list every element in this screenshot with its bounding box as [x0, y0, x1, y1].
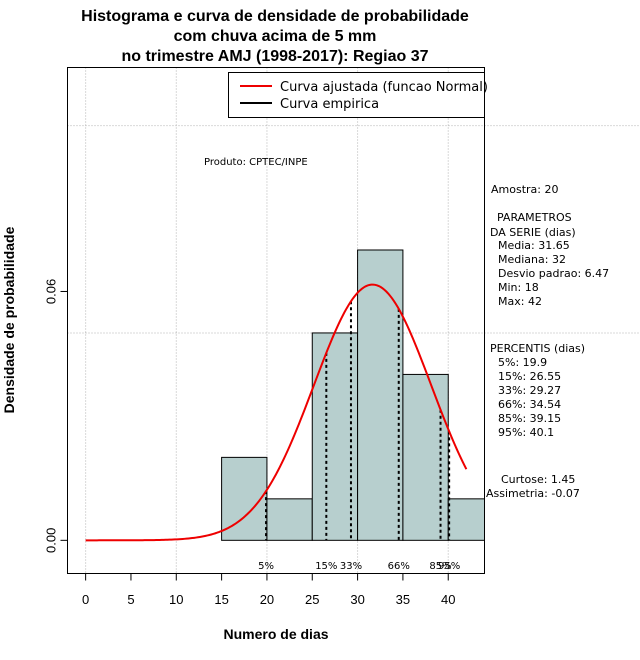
plot-frame — [67, 67, 485, 574]
percentile-label-1: 5% — [258, 561, 274, 572]
curtose: Curtose: 1.45 — [501, 473, 575, 486]
x-tick-label-40: 40 — [441, 592, 455, 607]
percentil-5: 5%: 19.9 — [498, 356, 547, 369]
x-tick-label-35: 35 — [396, 592, 410, 607]
stats-panel: Amostra: 20 PARAMETROS DA SERIE (dias) M… — [486, 183, 609, 500]
produto-annotation: Produto: CPTEC/INPE — [204, 157, 308, 168]
histogram-bar-4 — [357, 249, 404, 541]
percentil-33: 33%: 29.27 — [498, 384, 561, 397]
chart-title-line-3: no trimestre AMJ (1998-2017): Regiao 37 — [121, 48, 428, 65]
params-header-2: DA SERIE (dias) — [490, 226, 576, 239]
x-tick-label-5: 5 — [127, 592, 134, 607]
x-tick-label-15: 15 — [214, 592, 228, 607]
x-tick-label-25: 25 — [305, 592, 319, 607]
legend: Curva ajustada (funcao Normal) Curva emp… — [228, 72, 488, 118]
chart-title-line-1: Histograma e curva de densidade de proba… — [81, 8, 469, 25]
percentile-label-6: 95% — [438, 561, 460, 572]
percentis-header: PERCENTIS (dias) — [490, 342, 585, 355]
y-tick-label-1: 0.06 — [44, 279, 59, 304]
param-mediana: Mediana: 32 — [498, 253, 566, 266]
param-desvio: Desvio padrao: 6.47 — [498, 267, 609, 280]
param-max: Max: 42 — [498, 295, 542, 308]
percentile-label-4: 66% — [388, 561, 410, 572]
legend-label-empirical: Curva empirica — [280, 97, 379, 112]
percentil-66: 66%: 34.54 — [498, 398, 561, 411]
x-tick-label-10: 10 — [169, 592, 183, 607]
param-media: Media: 31.65 — [498, 239, 570, 252]
assimetria: Assimetria: -0.07 — [486, 487, 580, 500]
x-tick-label-30: 30 — [350, 592, 364, 607]
percentil-95: 95%: 40.1 — [498, 426, 554, 439]
histogram-bar-2 — [266, 498, 313, 541]
param-min: Min: 18 — [498, 281, 539, 294]
x-tick-label-0: 0 — [82, 592, 89, 607]
percentil-85: 85%: 39.15 — [498, 412, 561, 425]
y-axis-label: Densidade de probabilidade — [1, 226, 17, 413]
percentile-label-2: 15% — [315, 561, 337, 572]
percentile-label-3: 33% — [340, 561, 362, 572]
percentile-label-5: 85% — [429, 561, 451, 572]
y-tick-label-0: 0.00 — [44, 528, 59, 553]
chart-title-line-2: com chuva acima de 5 mm — [174, 28, 377, 45]
legend-label-normal: Curva ajustada (funcao Normal) — [280, 80, 488, 95]
sample-size: Amostra: 20 — [491, 183, 558, 196]
x-tick-label-20: 20 — [260, 592, 274, 607]
histogram-bar-6 — [447, 498, 486, 541]
percentil-15: 15%: 26.55 — [498, 370, 561, 383]
x-axis-label: Numero de dias — [223, 626, 328, 642]
histogram-bar-5 — [402, 373, 449, 541]
params-header-1: PARAMETROS — [497, 211, 572, 224]
legend-box — [228, 72, 485, 118]
normal-density-curve — [85, 283, 468, 542]
